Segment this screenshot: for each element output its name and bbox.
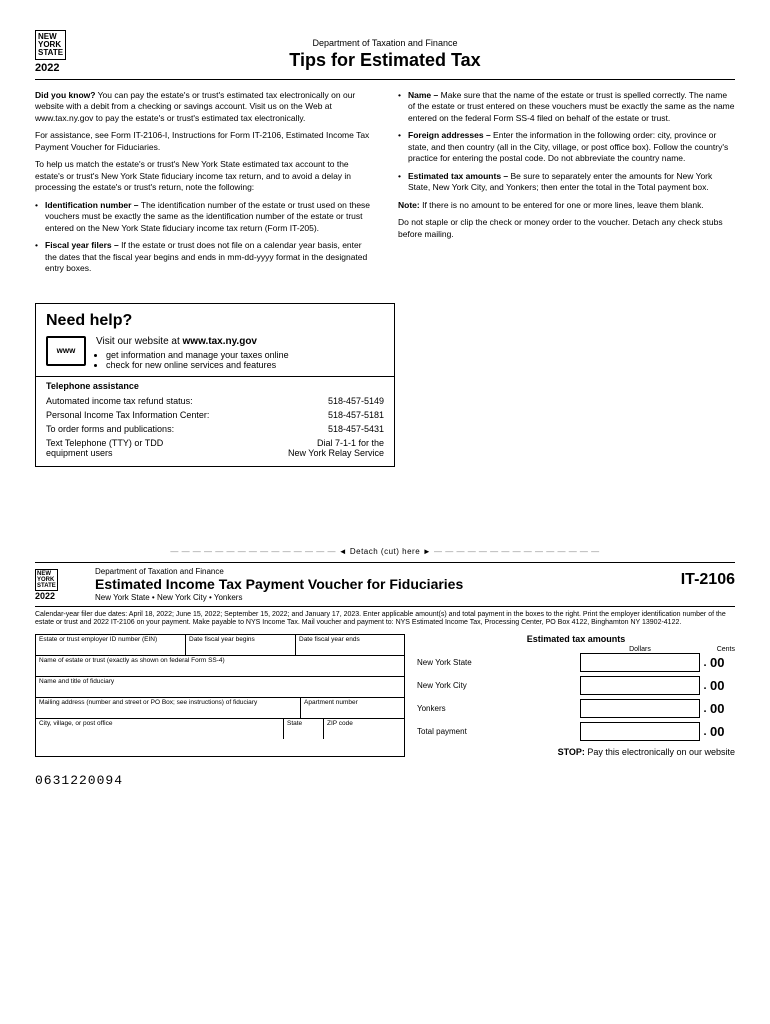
department-name: Department of Taxation and Finance (35, 38, 735, 48)
field-block: Estate or trust employer ID number (EIN)… (35, 634, 405, 757)
yonkers-amount-input[interactable] (580, 699, 700, 718)
matching-paragraph: To help us match the estate's or trust's… (35, 159, 372, 193)
field-fiduciary[interactable]: Name and title of fiduciary (36, 677, 404, 697)
bullet-foreign: Foreign addresses – Enter the informatio… (398, 130, 735, 164)
tel-row-2: Personal Income Tax Information Center:5… (46, 408, 384, 422)
telephone-title: Telephone assistance (46, 381, 384, 391)
voucher-divider (35, 606, 735, 607)
right-column: Name – Make sure that the name of the es… (398, 90, 735, 281)
bullet-amounts: Estimated tax amounts – Be sure to separ… (398, 171, 735, 194)
total-amount-input[interactable] (580, 722, 700, 741)
website-text: Visit our website at www.tax.ny.gov get … (96, 336, 289, 370)
right-bullets: Name – Make sure that the name of the es… (398, 90, 735, 194)
tax-year: 2022 (35, 62, 95, 74)
amount-row-nys: New York State.00 (417, 653, 735, 672)
state-logo-block: NEW YORK STATE 2022 (35, 30, 95, 74)
field-apt[interactable]: Apartment number (301, 698, 404, 718)
amount-row-total: Total payment.00 (417, 722, 735, 741)
field-name[interactable]: Name of estate or trust (exactly as show… (36, 656, 404, 676)
note-paragraph: Note: If there is no amount to be entere… (398, 200, 735, 211)
voucher-dept: Department of Taxation and Finance (95, 567, 735, 576)
nh-item-1: get information and manage your taxes on… (106, 350, 289, 360)
left-column: Did you know? You can pay the estate's o… (35, 90, 372, 281)
voucher-instructions: Calendar-year filer due dates: April 18,… (35, 611, 735, 629)
amounts-title: Estimated tax amounts (417, 634, 735, 644)
field-zip[interactable]: ZIP code (324, 719, 404, 739)
field-fy-ends[interactable]: Date fiscal year ends (296, 635, 404, 655)
voucher-title: Estimated Income Tax Payment Voucher for… (95, 576, 735, 592)
amount-row-yonkers: Yonkers.00 (417, 699, 735, 718)
amounts-header: DollarsCents (417, 646, 735, 653)
detach-line: ◄ Detach (cut) here ► (35, 547, 735, 556)
divider (35, 79, 735, 80)
help-divider (36, 376, 394, 377)
bullet-name: Name – Make sure that the name of the es… (398, 90, 735, 124)
voucher-body: Estate or trust employer ID number (EIN)… (35, 634, 735, 757)
voucher-subtitle: New York State • New York City • Yonkers (95, 593, 735, 602)
page-header: NEW YORK STATE 2022 Department of Taxati… (35, 30, 735, 71)
amount-row-nyc: New York City.00 (417, 676, 735, 695)
field-state[interactable]: State (284, 719, 324, 739)
tel-row-4: Text Telephone (TTY) or TDD equipment us… (46, 436, 384, 460)
nyc-amount-input[interactable] (580, 676, 700, 695)
voucher-titles: Department of Taxation and Finance Estim… (95, 567, 735, 602)
nh-item-2: check for new online services and featur… (106, 360, 289, 370)
website-row: www Visit our website at www.tax.ny.gov … (46, 336, 384, 370)
field-mailing[interactable]: Mailing address (number and street or PO… (36, 698, 301, 718)
stop-notice: STOP: Pay this electronically on our web… (417, 747, 735, 757)
amounts-block: Estimated tax amounts DollarsCents New Y… (417, 634, 735, 757)
page-title: Tips for Estimated Tax (35, 50, 735, 71)
bullet-fiscal-year: Fiscal year filers – If the estate or tr… (35, 240, 372, 274)
tel-row-3: To order forms and publications:518-457-… (46, 422, 384, 436)
barcode-number: 0631220094 (35, 773, 735, 788)
field-ein[interactable]: Estate or trust employer ID number (EIN) (36, 635, 186, 655)
intro-paragraph: Did you know? You can pay the estate's o… (35, 90, 372, 124)
nys-amount-input[interactable] (580, 653, 700, 672)
left-bullets: Identification number – The identificati… (35, 200, 372, 275)
staple-paragraph: Do not staple or clip the check or money… (398, 217, 735, 240)
content-columns: Did you know? You can pay the estate's o… (35, 90, 735, 281)
ny-state-logo: NEW YORK STATE (35, 30, 66, 60)
assistance-paragraph: For assistance, see Form IT-2106-I, Inst… (35, 130, 372, 153)
voucher-header: NEW YORK STATE 2022 Department of Taxati… (35, 562, 735, 602)
field-city[interactable]: City, village, or post office (36, 719, 284, 739)
www-icon: www (46, 336, 86, 366)
need-help-title: Need help? (46, 312, 384, 330)
form-number: IT-2106 (681, 571, 735, 589)
bullet-id-number: Identification number – The identificati… (35, 200, 372, 234)
field-fy-begins[interactable]: Date fiscal year begins (186, 635, 296, 655)
title-block: Department of Taxation and Finance Tips … (35, 30, 735, 71)
voucher-logo: NEW YORK STATE 2022 (35, 569, 83, 601)
need-help-box: Need help? www Visit our website at www.… (35, 303, 395, 467)
tel-row-1: Automated income tax refund status:518-4… (46, 394, 384, 408)
